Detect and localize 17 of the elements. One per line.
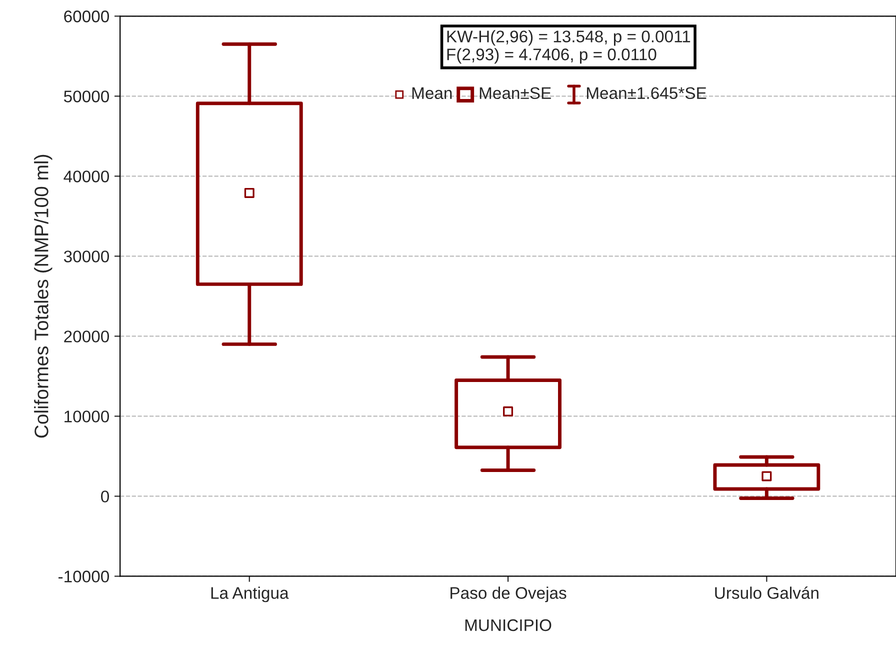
annotation: KW-H(2,96) = 13.548, p = 0.0011 F(2,93) = 4.7406, p = 0.0110 <box>447 30 690 64</box>
y-tick-label: 50000 <box>64 90 109 102</box>
y-tick-label: 40000 <box>64 170 109 182</box>
x-tick-label: La Antigua <box>211 586 289 602</box>
y-tick-label: 10000 <box>64 410 109 422</box>
y-tick-label: 0 <box>101 490 109 502</box>
y-tick-label: 30000 <box>64 250 109 262</box>
y-tick-label: 60000 <box>64 10 109 22</box>
y-tick-label: -10000 <box>58 570 109 582</box>
x-tick-label: Paso de Ovejas <box>450 586 566 602</box>
annotation: Mean <box>412 87 452 100</box>
y-tick-label: 20000 <box>64 330 109 342</box>
y-axis-title: Coliformes Totales (NMP/100 ml) <box>34 154 52 438</box>
annotation: Mean±1.645*SE <box>586 87 706 100</box>
annotation: Mean±SE <box>480 87 551 100</box>
x-axis-title: MUNICIPIO <box>465 619 552 632</box>
x-tick-label: Ursulo Galván <box>715 586 818 599</box>
